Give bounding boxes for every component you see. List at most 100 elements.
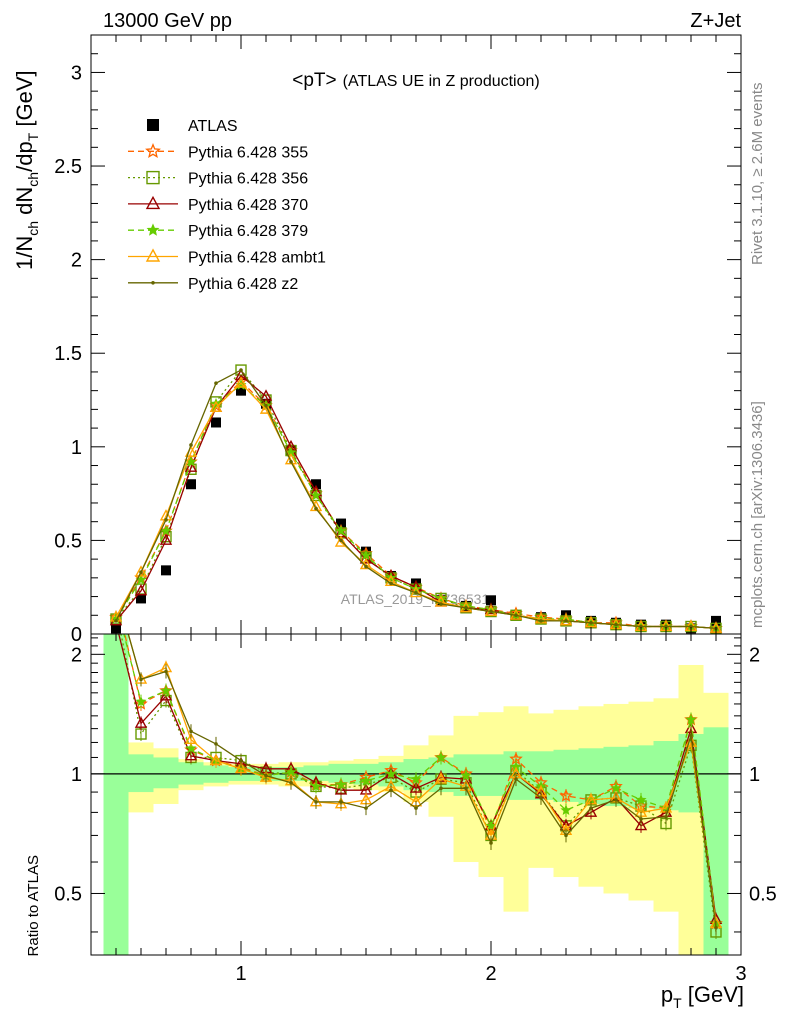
- y-tick-label: 3: [71, 62, 82, 84]
- ratio-y-tick-label-right: 2: [749, 644, 760, 666]
- data-point: [134, 565, 148, 577]
- ratio-y-axis-label: Ratio to ATLAS: [25, 855, 42, 956]
- data-point: [209, 753, 223, 766]
- data-point: [136, 593, 146, 604]
- data-point: [160, 525, 172, 536]
- data-point: [486, 595, 496, 606]
- data-point: [114, 588, 118, 592]
- data-point: [214, 742, 218, 746]
- data-point: [589, 806, 593, 810]
- data-point: [439, 786, 443, 791]
- legend-item-atlas: ATLAS: [147, 118, 238, 135]
- data-point: [384, 574, 398, 587]
- data-point: [111, 591, 121, 601]
- legend-item-pythia-6-428-379: Pythia 6.428 379: [128, 223, 308, 240]
- data-point: [414, 806, 418, 810]
- legend-item-pythia-6-428-z2: Pythia 6.428 z2: [128, 276, 298, 293]
- band-inner-bin: [103, 634, 129, 955]
- data-point: [635, 794, 647, 805]
- data-point: [335, 778, 347, 790]
- data-point: [514, 613, 518, 618]
- ratio-y-tick-label-left: 2: [71, 644, 82, 666]
- data-point: [385, 768, 397, 779]
- axis-ticks: [91, 34, 741, 955]
- data-point: [689, 733, 693, 738]
- ratio-series-pythia-6-428-z2: [114, 588, 718, 935]
- band-inner-bin: [128, 754, 154, 793]
- data-point: [559, 613, 573, 626]
- data-point: [186, 479, 196, 490]
- legend-label: Pythia 6.428 355: [188, 144, 308, 161]
- data-point: [464, 605, 468, 610]
- data-point: [114, 619, 118, 623]
- legend-label: ATLAS: [188, 118, 238, 135]
- data-point: [264, 403, 268, 408]
- legend-marker: [145, 248, 161, 262]
- data-point: [360, 775, 372, 786]
- data-point: [236, 385, 246, 396]
- ratio-y-tick-label-right: 0.5: [749, 883, 777, 905]
- data-point: [589, 620, 593, 625]
- data-point: [234, 761, 248, 774]
- data-point: [164, 669, 168, 674]
- legend-item-pythia-6-428-ambt1: Pythia 6.428 ambt1: [128, 248, 326, 267]
- data-point: [664, 814, 668, 819]
- data-point: [410, 773, 422, 784]
- band-inner-bin: [328, 763, 354, 783]
- data-point: [234, 376, 248, 388]
- band-outer-bin: [503, 706, 529, 912]
- data-point: [159, 533, 173, 545]
- legend-label: Pythia 6.428 ambt1: [188, 250, 326, 267]
- legend-item-pythia-6-428-356: Pythia 6.428 356: [128, 171, 308, 188]
- data-point: [534, 612, 548, 624]
- data-point: [460, 769, 472, 781]
- x-tick-label: 1: [235, 963, 246, 985]
- band-inner-bin: [153, 757, 179, 789]
- data-point: [184, 460, 198, 472]
- data-point: [164, 518, 168, 522]
- data-point: [689, 624, 693, 629]
- data-point: [289, 780, 293, 785]
- ratio-y-tick-label-left: 1: [71, 764, 82, 786]
- data-point: [111, 598, 121, 607]
- data-point: [614, 622, 618, 627]
- data-point: [339, 538, 343, 543]
- data-point: [664, 624, 668, 629]
- data-point: [414, 591, 418, 595]
- data-point: [239, 368, 243, 372]
- data-point: [360, 549, 372, 561]
- data-point: [560, 804, 572, 815]
- y-tick-label: 2: [71, 250, 82, 272]
- data-point: [189, 443, 193, 447]
- band-inner-bin: [653, 741, 679, 811]
- data-point: [189, 729, 193, 734]
- data-point: [711, 615, 721, 626]
- legend-item-pythia-6-428-370: Pythia 6.428 370: [128, 195, 308, 214]
- data-point: [584, 615, 598, 628]
- data-point: [310, 780, 322, 792]
- data-point: [564, 619, 568, 623]
- data-point: [639, 817, 643, 821]
- data-point: [559, 788, 573, 802]
- data-point: [339, 800, 343, 804]
- data-point: [409, 781, 423, 793]
- y-tick-label: 0: [71, 624, 82, 646]
- data-point: [334, 783, 348, 795]
- header-left: 13000 GeV pp: [103, 10, 232, 32]
- band-inner-bin: [303, 765, 329, 781]
- data-point: [209, 400, 223, 412]
- data-point: [211, 417, 221, 428]
- y-tick-label: 0.5: [54, 530, 82, 552]
- x-axis-label: pT [GeV]: [661, 982, 744, 1011]
- ratio-series-layer: [91, 585, 741, 939]
- data-point: [364, 564, 368, 569]
- ratio-y-tick-label-right: 1: [749, 764, 760, 786]
- y-tick-label: 2.5: [54, 156, 82, 178]
- data-point: [439, 602, 443, 606]
- y-tick-label: 1.5: [54, 343, 82, 365]
- data-point: [111, 585, 121, 594]
- data-point: [489, 841, 493, 845]
- data-point: [264, 773, 268, 778]
- data-point: [335, 525, 347, 536]
- ratio-panel-frame: [90, 633, 742, 956]
